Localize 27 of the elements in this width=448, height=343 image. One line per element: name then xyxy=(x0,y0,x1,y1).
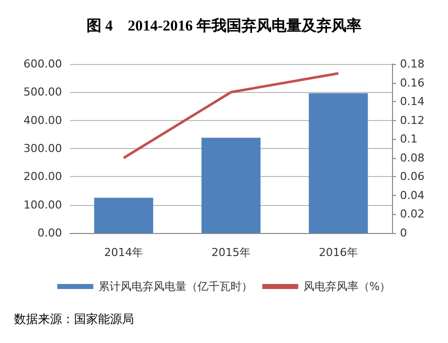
y-tick-label: 400.00 xyxy=(24,114,62,127)
chart-title: 图 4 2014-2016 年我国弃风电量及弃风率 xyxy=(86,16,362,34)
y2-tick-label: 0.08 xyxy=(400,151,424,164)
x-tick-label: 2016年 xyxy=(318,246,358,259)
y-tick-label: 600.00 xyxy=(24,58,62,70)
y2-tick-label: 0.16 xyxy=(400,76,424,90)
y2-tick-label: 0.06 xyxy=(400,170,424,184)
y-tick-label: 200.00 xyxy=(24,170,62,184)
y2-tick-label: 0.14 xyxy=(400,95,424,108)
y-tick-label: 0.00 xyxy=(38,226,62,240)
bar xyxy=(94,198,154,233)
legend-label: 累计风电弃风电量（亿千瓦时） xyxy=(98,280,252,293)
y-tick-label: 300.00 xyxy=(24,142,62,155)
y2-tick-label: 0.18 xyxy=(400,58,424,70)
x-tick-label: 2014年 xyxy=(104,246,144,259)
y2-tick-label: 0.12 xyxy=(400,114,424,127)
y2-tick-label: 0.1 xyxy=(400,132,418,146)
x-tick-label: 2015年 xyxy=(212,246,250,259)
y2-tick-label: 0 xyxy=(400,226,407,240)
source-note: 数据来源：国家能源局 xyxy=(14,312,134,326)
bar xyxy=(308,93,368,233)
y2-tick-label: 0.04 xyxy=(400,188,424,202)
y2-tick-label: 0.02 xyxy=(400,208,424,221)
bar xyxy=(201,138,261,233)
y-tick-label: 100.00 xyxy=(24,198,62,212)
y-tick-label: 500.00 xyxy=(24,86,62,99)
legend-label: 风电弃风率（%） xyxy=(303,280,391,293)
